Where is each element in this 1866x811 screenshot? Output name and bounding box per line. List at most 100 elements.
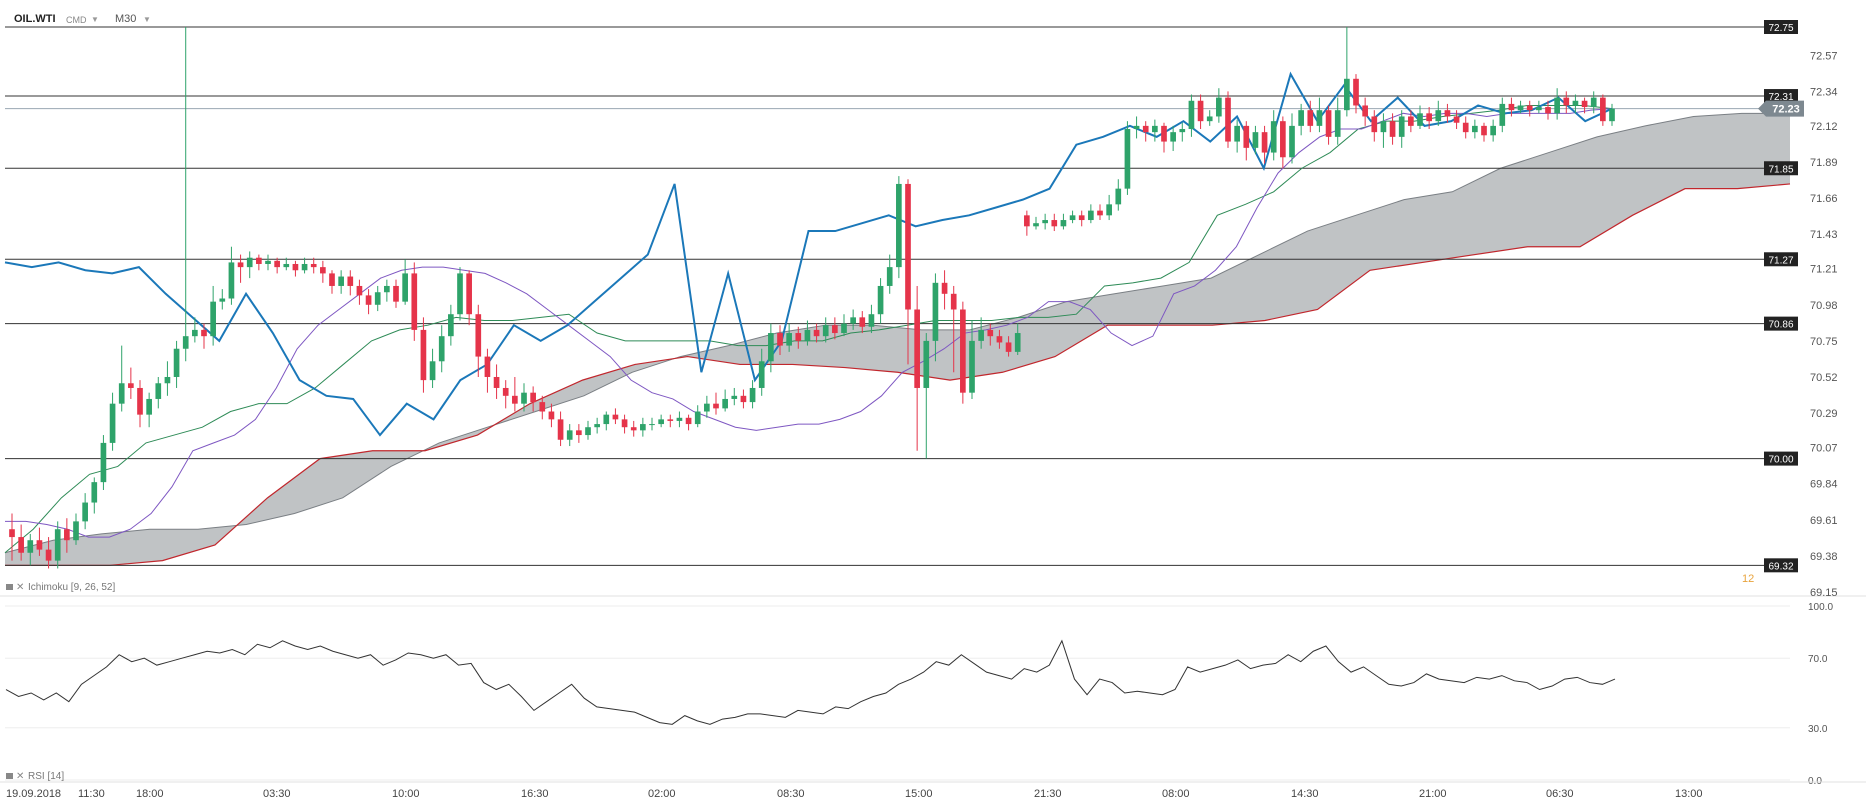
- candle-body: [1545, 107, 1551, 114]
- candle-body: [1334, 110, 1341, 137]
- candle-body: [1133, 125, 1140, 130]
- candle-body: [1252, 132, 1259, 148]
- candle-body: [1435, 110, 1442, 122]
- time-tick-label: 10:00: [392, 788, 420, 800]
- candle-body: [649, 424, 655, 426]
- price-axis[interactable]: 72.57 72.34 72.12 71.89 71.66 71.43 71.21 70.98…: [0, 50, 1866, 599]
- candle-body: [886, 267, 893, 286]
- level-tag: 70.86: [1768, 320, 1793, 331]
- time-tick-label: 18:00: [136, 788, 164, 800]
- candle-body: [1508, 103, 1515, 111]
- candle-body: [832, 325, 838, 334]
- tenkan-line: [5, 108, 1613, 538]
- price-tick-label: 71.21: [1810, 264, 1838, 276]
- candle-body: [841, 323, 847, 334]
- candle-body: [1380, 121, 1387, 133]
- candle-body: [356, 285, 363, 296]
- candle-body: [1152, 125, 1158, 133]
- candle-body: [896, 183, 902, 268]
- candle-body: [1307, 110, 1314, 126]
- time-tick-label: 14:30: [1291, 788, 1319, 800]
- candle-body: [850, 317, 856, 324]
- candle-body: [1024, 215, 1030, 227]
- market-dropdown-icon[interactable]: ▼: [91, 15, 99, 24]
- timeframe-selector[interactable]: M30: [115, 13, 137, 25]
- candle-body: [1499, 103, 1506, 126]
- candle-body: [548, 411, 555, 420]
- indicator-settings-icon: [6, 773, 13, 779]
- candle-body: [1170, 132, 1176, 142]
- candle-body: [301, 263, 308, 271]
- candle-body: [1124, 129, 1131, 189]
- candle-body: [868, 314, 875, 327]
- candle-body: [996, 336, 1003, 343]
- level-tags[interactable]: 72.75 72.31 71.85 71.27 70.86 70.00 69.32 72.23…: [1742, 20, 1804, 585]
- candle-body: [704, 403, 710, 412]
- candle-body: [475, 314, 482, 357]
- candle-body: [1225, 97, 1231, 142]
- candle-body: [1453, 116, 1460, 123]
- time-tick-label: 16:30: [521, 788, 549, 800]
- time-tick-label: 19.09.2018: [6, 788, 61, 800]
- candle-body: [1069, 215, 1076, 221]
- price-tick-label: 71.43: [1810, 229, 1838, 241]
- timeframe-dropdown-icon[interactable]: ▼: [143, 15, 151, 24]
- candle-body: [530, 392, 536, 403]
- candle-body: [978, 329, 984, 341]
- level-tag-bg: [1764, 20, 1798, 34]
- candle-body: [731, 395, 738, 399]
- candle-body: [256, 257, 262, 264]
- price-tick-label: 71.89: [1810, 157, 1838, 169]
- price-tick-label: 70.52: [1810, 372, 1838, 384]
- ichimoku-label: Ichimoku [9, 26, 52]: [28, 582, 115, 593]
- time-tick-label: 21:30: [1034, 788, 1062, 800]
- candle-body: [740, 395, 747, 403]
- price-tick-label: 70.98: [1810, 300, 1838, 312]
- candle-body: [1243, 125, 1250, 148]
- price-tick-label: 70.07: [1810, 443, 1838, 455]
- rsi-pane[interactable]: 100.070.030.00.0: [5, 602, 1833, 787]
- candle-body: [1298, 110, 1304, 126]
- candle-body: [36, 540, 43, 550]
- level-tag: 72.31: [1768, 92, 1793, 103]
- candle-body: [960, 309, 966, 393]
- market-label[interactable]: CMD: [66, 15, 87, 25]
- price-tick-label: 69.84: [1810, 479, 1838, 491]
- candle-body: [923, 340, 930, 388]
- candle-body: [1389, 121, 1396, 137]
- candle-body: [109, 403, 116, 443]
- candle-body: [1014, 333, 1021, 352]
- candle-body: [557, 419, 564, 440]
- candle-body: [1353, 78, 1359, 106]
- candle-body: [1270, 121, 1277, 153]
- price-tick-label: 72.57: [1810, 50, 1838, 62]
- horizontal-levels[interactable]: [5, 26, 1764, 566]
- candle-body: [27, 540, 34, 553]
- candle-body: [137, 387, 143, 415]
- candle-body: [585, 427, 591, 436]
- candle-body: [932, 282, 939, 341]
- candle-body: [758, 361, 765, 388]
- candle-body: [310, 263, 317, 268]
- level-tag-bg: [1764, 558, 1798, 573]
- symbol-label[interactable]: OIL.WTI: [14, 13, 56, 25]
- time-tick-label: 08:30: [777, 788, 805, 800]
- candle-body: [1517, 105, 1524, 111]
- candle-body: [1033, 223, 1039, 227]
- candle-body: [576, 430, 582, 436]
- candle-body: [621, 419, 628, 428]
- price-tick-label: 70.29: [1810, 408, 1838, 420]
- current-price-tag: 72.23: [1772, 104, 1800, 116]
- candle-body: [859, 317, 866, 327]
- candle-body: [969, 340, 975, 393]
- candle-body: [1316, 110, 1323, 126]
- candle-body: [1289, 125, 1295, 158]
- faint-price-label: 12: [1742, 573, 1754, 585]
- rsi-label: RSI [14]: [28, 771, 64, 782]
- senkou-span-a: [4, 112, 1790, 554]
- close-icon: ✕: [16, 582, 24, 593]
- time-axis[interactable]: 19.09.2018 11:30 18:00 03:30 10:00 16:30 02:00…: [0, 781, 1866, 800]
- price-tick-label: 69.38: [1810, 551, 1838, 563]
- level-tag: 72.75: [1768, 23, 1793, 34]
